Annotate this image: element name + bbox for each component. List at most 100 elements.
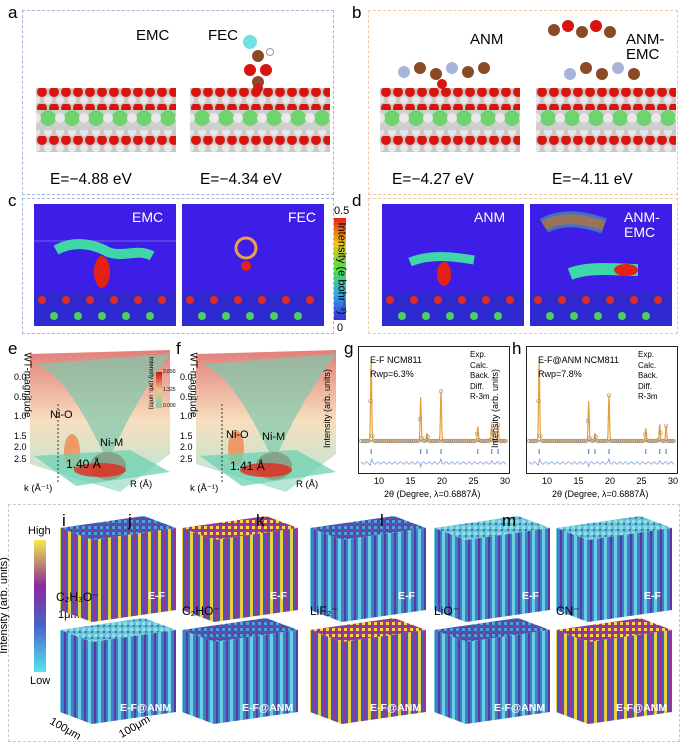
tof-colorbar [34,540,46,672]
map-label-anm-emc: ANM- EMC [624,209,660,240]
energy-emc: E=−4.88 eV [50,171,132,188]
tof-cube-label: E-F@ANM [616,702,668,714]
panel-label-k: k [256,511,265,530]
xrd-exp-point [473,438,478,444]
tof-cube-j-ef-anm [182,618,298,724]
wt-surface-f [196,350,336,492]
xrd-g-frame [358,346,510,474]
cube-left-face [434,528,466,622]
xrd-exp-point [593,434,598,440]
cube-left-face [60,528,92,622]
xrd-diff-line [528,457,675,468]
wt-e-ztick: 0.5 [14,391,27,402]
tof-cube-label: E-F@ANM [370,702,422,714]
xrd-exp-point [641,438,646,444]
xrd-exp-point [501,438,506,444]
cube-right-face [342,528,426,622]
tof-cube-l-ef-anm [434,618,550,724]
xrd-exp-point [664,423,669,428]
legend-calc: Calc. [638,360,657,370]
xrd-exp-point [589,438,594,444]
cube-top-face [60,618,176,642]
wt-f-ztick: 2.5 [180,453,193,464]
xrd-h-xtick: 30 [667,476,678,486]
xrd-exp-point [584,438,589,444]
tof-ion-label-i: C₂H₃O⁻ [56,590,99,604]
cube-right-face [466,528,550,622]
slab-anm-emc [536,88,676,152]
wt-e-cb-tick-0: 2.650 [163,369,176,375]
xrd-exp-point [414,438,419,444]
xrd-exp-point [419,436,425,441]
panel-label-m: m [502,511,517,530]
tof-cb-high: High [28,525,51,537]
xrd-h-title: E-F@ANM NCM811 [538,355,619,365]
xrd-exp-point [496,422,501,428]
xrd-exp-point [538,433,543,439]
xrd-g-rwp: Rwp=6.3% [370,369,414,379]
tof-ion-label-j: C₂HO⁻ [182,604,220,618]
xrd-exp-point [669,438,674,444]
anm-emc-molecules [548,20,640,80]
panel-label-h: h [512,339,522,358]
panel-label-f: f [176,339,181,358]
wt-f-peak1: Ni-O [226,429,249,441]
xrd-calc-line [361,360,507,442]
tof-frame [8,504,680,742]
wt-e-cb-title: Intensity (arb. units) [147,356,154,410]
energy-anm: E=−4.27 eV [392,171,474,188]
fec-molecule [243,35,274,92]
xrd-g-title: E-F NCM811 [370,355,422,365]
charge-map-fec [182,204,324,326]
mol-label-anm: ANM [470,31,504,48]
panel-label-c: c [8,191,17,210]
xrd-exp-point [476,438,482,443]
tof-cube-i-ef [60,516,176,622]
wt-surface-e [30,350,170,492]
xrd-exp-point [435,438,440,444]
wt-f-ztick: 1.0 [180,411,193,421]
cube-left-face [310,630,342,724]
panel-label-j: j [128,511,132,530]
cube-top-face [434,618,550,642]
cube-left-face [556,630,588,724]
tof-cube-label: E-F [270,590,287,602]
tof-cube-k-ef-anm [310,618,426,724]
cube-right-face [588,630,672,724]
energy-anm-emc: E=−4.11 eV [552,171,633,188]
wt-e-ztick: 2.5 [14,453,27,464]
cube-top-face [556,516,672,540]
wt-e-xlabel: k (Å⁻¹) [24,483,53,494]
cube-top-face [182,516,298,540]
tof-cube-label: E-F [644,590,661,602]
panel-c-frame [22,198,334,334]
cube-left-face [556,528,588,622]
wt-e-peak2: Ni-M [100,437,124,449]
xrd-calc-line [529,360,675,442]
cube-right-face [588,528,672,622]
tof-cube-j-ef [182,516,298,622]
xrd-exp-point [658,430,663,435]
wt-f-ztick: 1.5 [180,430,193,441]
tof-cube-label: E-F@ANM [494,702,546,714]
xrd-exp-point [536,398,541,404]
charge-colorbar-title: Intensity (e bohr⁻³) [335,222,348,315]
xrd-g-xtick: 10 [374,476,385,486]
xrd-exp-point [364,438,369,444]
xrd-exp-point [671,438,676,444]
xrd-h-legend: Exp. Calc. Back. Diff. R-3m [638,350,658,403]
xrd-exp-point [585,418,591,424]
legend-exp: Exp. [638,350,655,359]
xrd-diff-line [360,457,507,468]
xrd-h-xticks: 10 15 20 25 30 [542,476,678,486]
cube-top-face [434,516,550,540]
tof-cube-label: E-F [522,590,539,602]
wt-f-ztick: 0.5 [180,391,193,402]
xrd-g-xticks: 10 15 20 25 30 [374,476,510,486]
energy-fec: E=−4.34 eV [200,171,282,188]
panel-label-g: g [344,339,354,358]
xrd-exp-point [368,398,373,404]
xrd-exp-point [416,438,421,444]
xrd-exp-point [417,416,423,422]
tof-cb-title: Intensity (arb. units) [0,557,10,654]
